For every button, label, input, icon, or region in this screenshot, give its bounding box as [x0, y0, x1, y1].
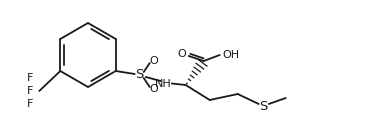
- Text: O: O: [178, 49, 186, 59]
- Text: F: F: [27, 73, 34, 83]
- Text: S: S: [136, 68, 144, 82]
- Text: O: O: [149, 84, 158, 94]
- Text: NH: NH: [155, 79, 172, 89]
- Text: F: F: [27, 99, 34, 109]
- Text: OH: OH: [222, 50, 239, 60]
- Text: F: F: [27, 86, 34, 96]
- Text: S: S: [260, 99, 268, 113]
- Text: O: O: [149, 56, 158, 66]
